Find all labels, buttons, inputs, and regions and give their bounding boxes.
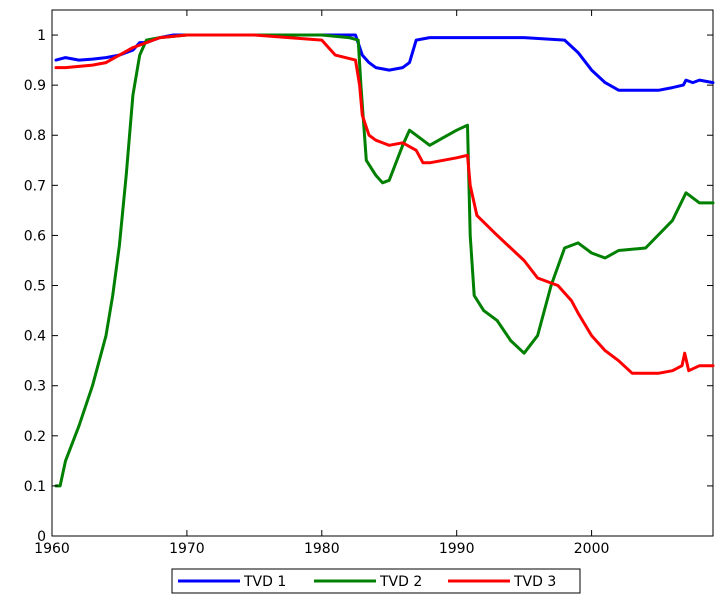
series-line-3: [54, 33, 715, 375]
y-tick-label: 0.7: [24, 178, 46, 194]
x-tick-label: 1960: [34, 541, 70, 557]
plot-area: [51, 9, 714, 537]
x-tick-label: 1970: [169, 541, 205, 557]
x-tick-label: 2000: [574, 541, 610, 557]
y-tick-label: 0.9: [24, 78, 46, 94]
y-tick-label: 0.1: [24, 479, 46, 495]
y-tick-label: 0.4: [24, 329, 46, 345]
y-tick-label: 1: [37, 28, 46, 44]
axis-ticks: 1960 1970 1980 1990 2000 0 0.1 0.2 0.3 0.4 0.5 0.6 0…: [24, 10, 713, 557]
legend-label-1: TVD 1: [243, 574, 286, 590]
y-tick-label: 0.6: [24, 228, 46, 244]
y-tick-label: 0: [37, 529, 46, 545]
legend: TVD 1 TVD 2 TVD 3: [171, 568, 581, 594]
x-tick-label: 1980: [304, 541, 340, 557]
y-tick-label: 0.8: [24, 128, 46, 144]
y-tick-label: 0.3: [24, 379, 46, 395]
series-layer: [54, 33, 715, 488]
legend-label-3: TVD 3: [513, 574, 556, 590]
legend-label-2: TVD 2: [379, 574, 422, 590]
y-tick-label: 0.5: [24, 279, 46, 295]
series-line-1: [54, 33, 715, 92]
y-tick-label: 0.2: [24, 429, 46, 445]
x-tick-label: 1990: [439, 541, 475, 557]
series-line-2: [54, 33, 715, 488]
